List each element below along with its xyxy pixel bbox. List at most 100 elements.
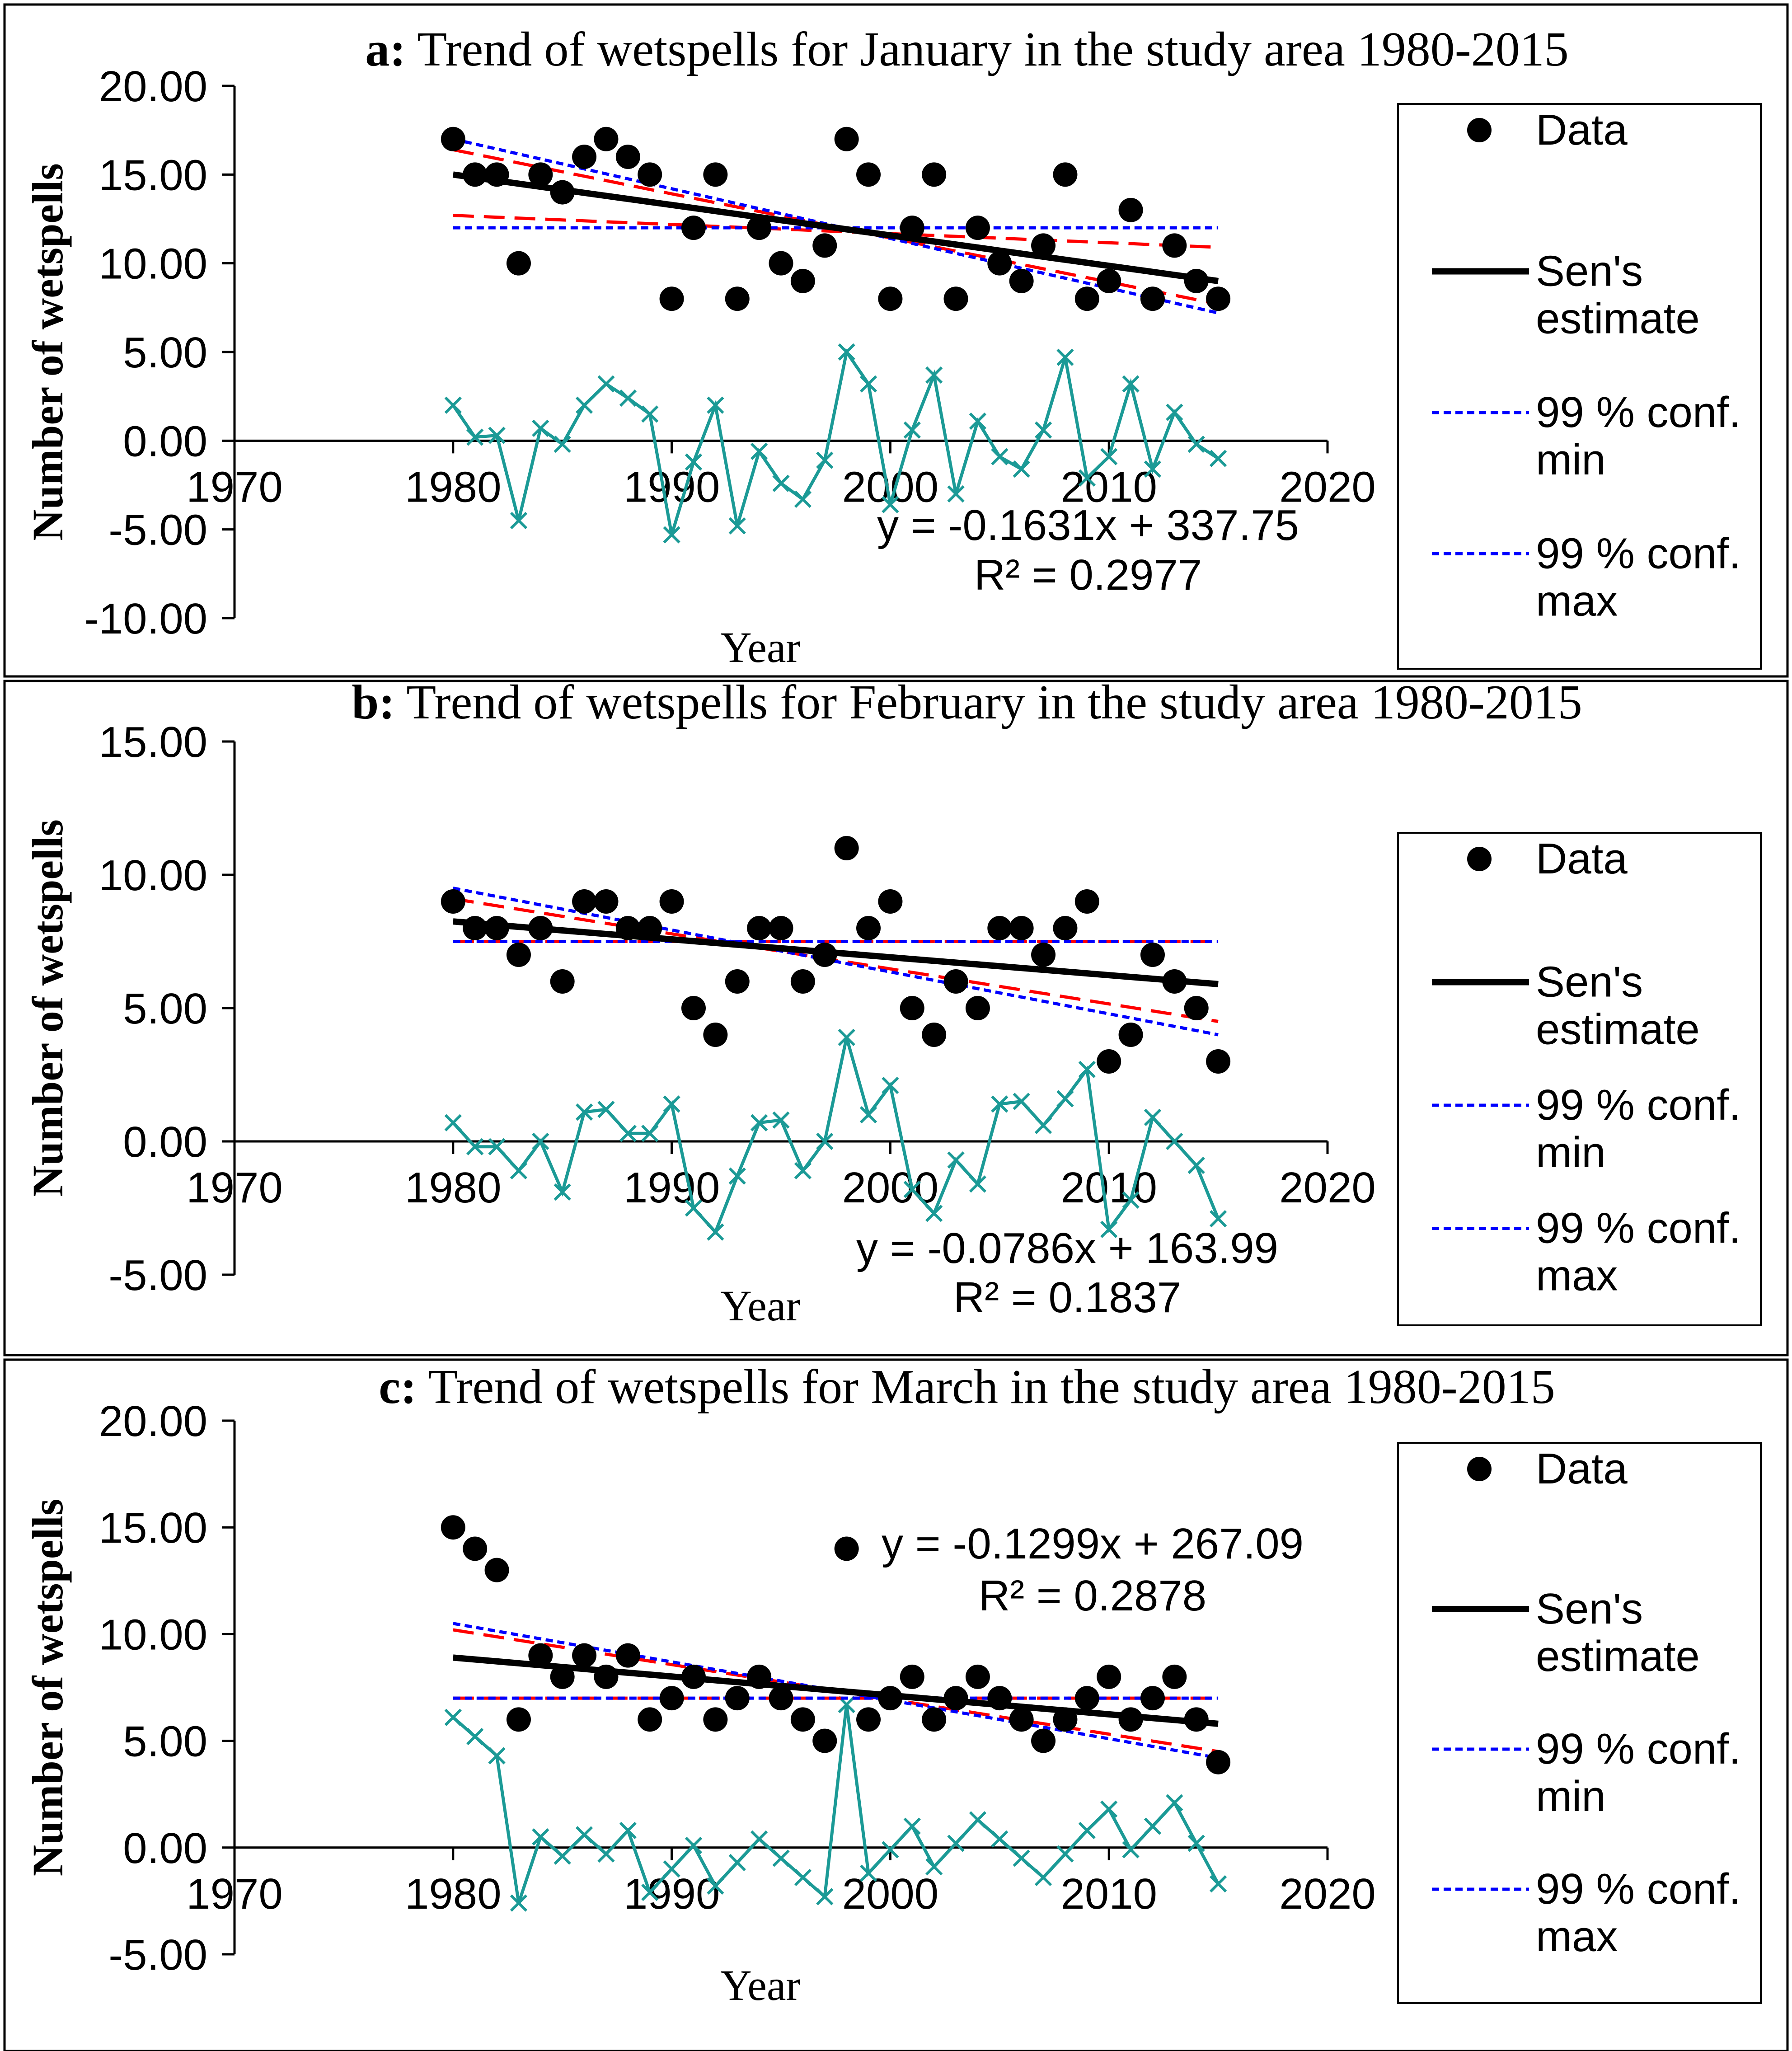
conf95-line-upper: [453, 148, 1219, 306]
data-point: [1053, 1707, 1078, 1732]
residual-point-marker: [641, 405, 659, 423]
residual-point-marker: [1122, 1841, 1140, 1859]
data-point: [943, 286, 968, 311]
residual-point-marker: [532, 1132, 549, 1150]
data-point: [506, 251, 531, 276]
data-point: [834, 1536, 859, 1561]
residual-point-marker: [532, 419, 549, 437]
data-point: [747, 916, 772, 940]
sens-estimate-line: [452, 171, 1219, 284]
residual-point-marker: [838, 343, 855, 361]
y-axis-label: Number of wetspells: [23, 163, 72, 541]
data-point: [1118, 1023, 1143, 1047]
residual-point-marker: [444, 396, 462, 414]
residual-point-marker: [750, 1830, 768, 1848]
residual-point-marker: [1187, 1835, 1205, 1852]
data-point: [463, 162, 488, 187]
residual-point-marker: [816, 1888, 834, 1906]
data-point: [769, 916, 793, 940]
residual-point-marker: [707, 396, 724, 414]
legend-label: 99 % conf.: [1536, 1865, 1741, 1913]
data-point: [900, 1664, 924, 1689]
data-point: [965, 216, 990, 240]
residual-point-marker: [1209, 1210, 1227, 1228]
residual-point-marker: [794, 1162, 812, 1180]
residual-point-marker: [969, 1811, 987, 1829]
residual-point-marker: [1034, 1868, 1052, 1887]
residual-point-marker: [947, 1835, 965, 1852]
data-point: [922, 1707, 947, 1732]
y-tick-label: 20.00: [99, 62, 207, 111]
data-point: [1184, 1707, 1209, 1732]
y-tick-label: 5.00: [123, 1718, 207, 1766]
conf99-max-line: [453, 887, 1219, 1037]
residual-point-marker: [882, 1076, 899, 1094]
data-point: [681, 1664, 706, 1689]
data-point: [987, 251, 1012, 276]
residual-point-marker: [772, 474, 790, 492]
data-point: [1053, 162, 1078, 187]
residual-point-marker: [685, 453, 703, 471]
residual-point-marker: [859, 1864, 877, 1882]
data-point: [725, 969, 750, 994]
residual-point-marker: [554, 1847, 571, 1865]
y-axis-label: Number of wetspells: [23, 819, 72, 1197]
residual-point-marker: [947, 485, 965, 503]
residual-point-marker: [1100, 448, 1118, 465]
x-tick-label: 2010: [1060, 463, 1157, 511]
data-point: [987, 1686, 1012, 1711]
residual-point-marker: [750, 1114, 768, 1131]
r-squared: R² = 0.1837: [953, 1273, 1181, 1322]
residual-point-marker: [1013, 1849, 1030, 1867]
y-tick-label: -10.00: [84, 595, 207, 643]
legend-label: min: [1536, 1772, 1606, 1821]
data-point: [922, 162, 947, 187]
x-tick-label: 2000: [842, 1870, 939, 1918]
panel-frame: [3, 680, 1789, 1356]
data-point: [441, 1515, 465, 1540]
data-point: [484, 162, 509, 187]
data-point: [812, 943, 837, 967]
data-point: [878, 286, 903, 311]
legend-label: 99 % conf.: [1536, 530, 1741, 578]
residual-series-line: [452, 1037, 1220, 1235]
y-tick-label: 0.00: [123, 417, 207, 465]
data-point: [506, 1707, 531, 1732]
chart-title-text: Trend of wetspells for February in the s…: [395, 676, 1582, 729]
data-point: [703, 162, 728, 187]
residual-point-marker: [707, 1223, 724, 1241]
data-point: [484, 1558, 509, 1582]
data-point: [594, 1664, 619, 1689]
chart-title-text: Trend of wetspells for January in the st…: [406, 23, 1569, 76]
residual-point-marker: [1078, 469, 1096, 487]
residual-point-marker: [619, 389, 637, 407]
chart-title-prefix: a:: [365, 23, 406, 76]
residual-point-marker: [1100, 1220, 1118, 1238]
data-point: [856, 1707, 881, 1732]
residual-point-marker: [1100, 1800, 1118, 1818]
x-tick-label: 1990: [624, 463, 720, 511]
data-point: [615, 916, 640, 940]
residual-point-marker: [816, 451, 834, 469]
data-point: [528, 162, 553, 187]
residual-point-marker: [597, 375, 615, 393]
data-point: [1118, 197, 1143, 222]
residual-point-marker: [685, 1199, 703, 1217]
residual-point-marker: [510, 512, 528, 530]
residual-point-marker: [444, 1114, 462, 1131]
panel-frame: [3, 1358, 1789, 2051]
legend-label: Data: [1536, 106, 1628, 154]
residual-point-marker: [728, 517, 746, 535]
residual-point-marker: [1144, 1108, 1162, 1126]
legend-label: 99 % conf.: [1536, 388, 1741, 436]
legend-label: 99 % conf.: [1536, 1725, 1741, 1773]
chart-title-text: Trend of wetspells for March in the stud…: [417, 1360, 1555, 1414]
residual-point-marker: [619, 1821, 637, 1840]
residual-point-marker: [510, 1894, 528, 1912]
legend-label: Sen's: [1536, 1585, 1643, 1633]
data-point: [441, 127, 465, 151]
residual-point-marker: [488, 1747, 506, 1765]
residual-point-marker: [597, 1845, 615, 1863]
